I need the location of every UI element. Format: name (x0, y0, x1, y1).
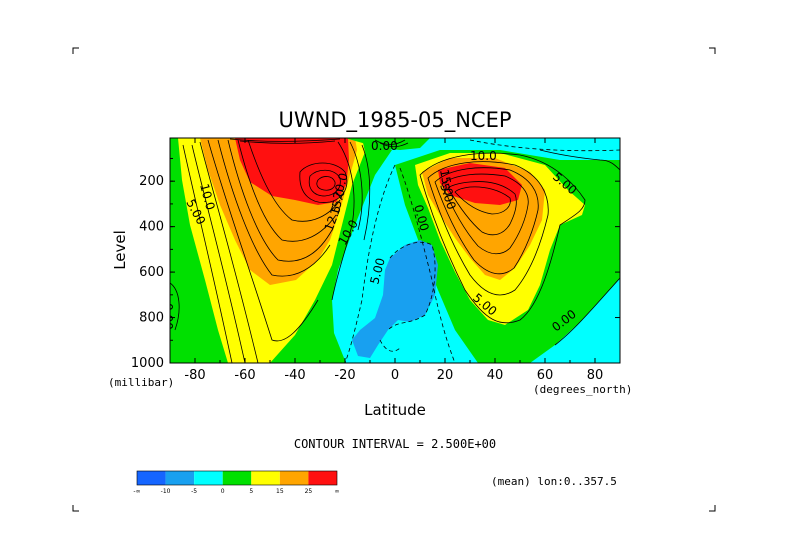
contour-line (434, 167, 539, 275)
x-tick-label: -80 (184, 368, 205, 383)
contour-line (229, 138, 341, 142)
colorbar-label: 15 (276, 488, 284, 495)
y-tick-label: 600 (139, 265, 164, 280)
colorbar-swatch (137, 471, 166, 485)
contour-line (308, 169, 341, 197)
contour-line (247, 139, 341, 222)
x-tick-label: 0 (391, 368, 399, 383)
y-axis-title: Level (111, 230, 129, 270)
dashed-contour (399, 167, 456, 363)
x-tick-label: 40 (487, 368, 504, 383)
contour-line (361, 144, 371, 241)
contour-label: 0.00 (411, 203, 431, 232)
y-axis: 1000 800 600 400 200 (131, 157, 620, 371)
y-tick-label: 400 (139, 220, 164, 235)
contour-label: 15.0 (437, 168, 455, 197)
x-tick-label: -20 (334, 368, 355, 383)
x-tick-label: 60 (537, 368, 554, 383)
colorbar-frame (136, 470, 338, 486)
contour-label: 10.0 (197, 182, 217, 211)
colorbar-label: -∞ (133, 488, 140, 495)
contour-line (349, 141, 363, 231)
x-axis-units: (degrees_north) (533, 383, 632, 396)
colorbar-label: 5 (249, 488, 253, 495)
colorbar-label: 25 (305, 488, 313, 495)
contour-line (199, 141, 259, 363)
colorbar-label: ∞ (335, 488, 340, 495)
contour-interval: CONTOUR INTERVAL = 2.500E+00 (294, 437, 496, 451)
contour-line (554, 277, 620, 346)
colorbar-swatch (308, 471, 337, 485)
y-tick-label: 200 (139, 174, 164, 189)
contour-label: 10.0 (470, 149, 497, 163)
x-tick-label: 80 (587, 368, 604, 383)
dashed-contour (469, 139, 620, 152)
contour-fill-sh-25 (235, 138, 349, 205)
contour-fill-easterly-neg5 (352, 240, 438, 358)
upper-contours (229, 138, 409, 148)
colorbar: -∞ -10 -5 0 5 15 25 ∞ (133, 470, 340, 495)
colorbar-swatch (251, 471, 280, 485)
contour-line (237, 139, 337, 242)
dashed-contours (344, 139, 620, 363)
contour-label: 0.00 (371, 139, 398, 153)
colorbar-swatch (279, 471, 309, 485)
contour-line (316, 176, 336, 191)
contour-lines (170, 139, 620, 363)
plot-area: 10.0 5.00 20.0 15.0 12.5 10.0 5.00 0.00 … (161, 138, 620, 363)
contour-line (447, 181, 517, 236)
contour-line (170, 282, 180, 331)
contour-line (182, 144, 233, 363)
crop-marks (72, 47, 716, 512)
contour-label: 0.00 (161, 303, 175, 330)
colorbar-swatch (165, 471, 195, 485)
contour-line (299, 162, 348, 203)
contour-fill-nh-25 (438, 163, 522, 205)
colorbar-label: 0 (221, 488, 225, 495)
contour-label: 20.0 (330, 171, 350, 200)
x-axis-title: Latitude (364, 401, 426, 419)
footnote: (mean) lon:0..357.5 (491, 475, 617, 488)
colorbar-label: -5 (191, 488, 197, 495)
contour-line (454, 186, 511, 215)
y-tick-label: 800 (139, 311, 164, 326)
x-axis: -80 -60 -40 -20 0 20 40 60 80 (169, 138, 621, 383)
x-tick-label: -60 (234, 368, 255, 383)
y-axis-units: (millibar) (108, 376, 174, 389)
contour-line (227, 139, 333, 262)
contour-line (331, 141, 355, 301)
contour-line (239, 140, 336, 144)
contour-line (419, 152, 586, 324)
contour-line (379, 142, 409, 148)
dashed-contour (387, 241, 436, 331)
x-tick-label: -40 (284, 368, 305, 383)
contour-label: 15.0 (327, 187, 347, 216)
contour-line (427, 161, 549, 296)
contour-line (191, 144, 246, 363)
colorbar-label: -10 (161, 488, 171, 495)
contour-line (207, 139, 319, 342)
contour-fill-upper-neg (470, 138, 620, 154)
x-tick-label: 20 (437, 368, 454, 383)
chart-title: UWND_1985-05_NCEP (278, 108, 511, 133)
contour-line (374, 139, 406, 145)
contour-line (217, 139, 331, 277)
contour-line (441, 173, 529, 255)
y-tick-label: 1000 (131, 356, 164, 371)
contour-line (539, 149, 620, 171)
dashed-contour (344, 164, 396, 363)
dashed-contour (379, 339, 401, 352)
contour-label: 5.00 (367, 256, 387, 285)
colorbar-swatch (222, 471, 252, 485)
colorbar-swatch (194, 471, 223, 485)
